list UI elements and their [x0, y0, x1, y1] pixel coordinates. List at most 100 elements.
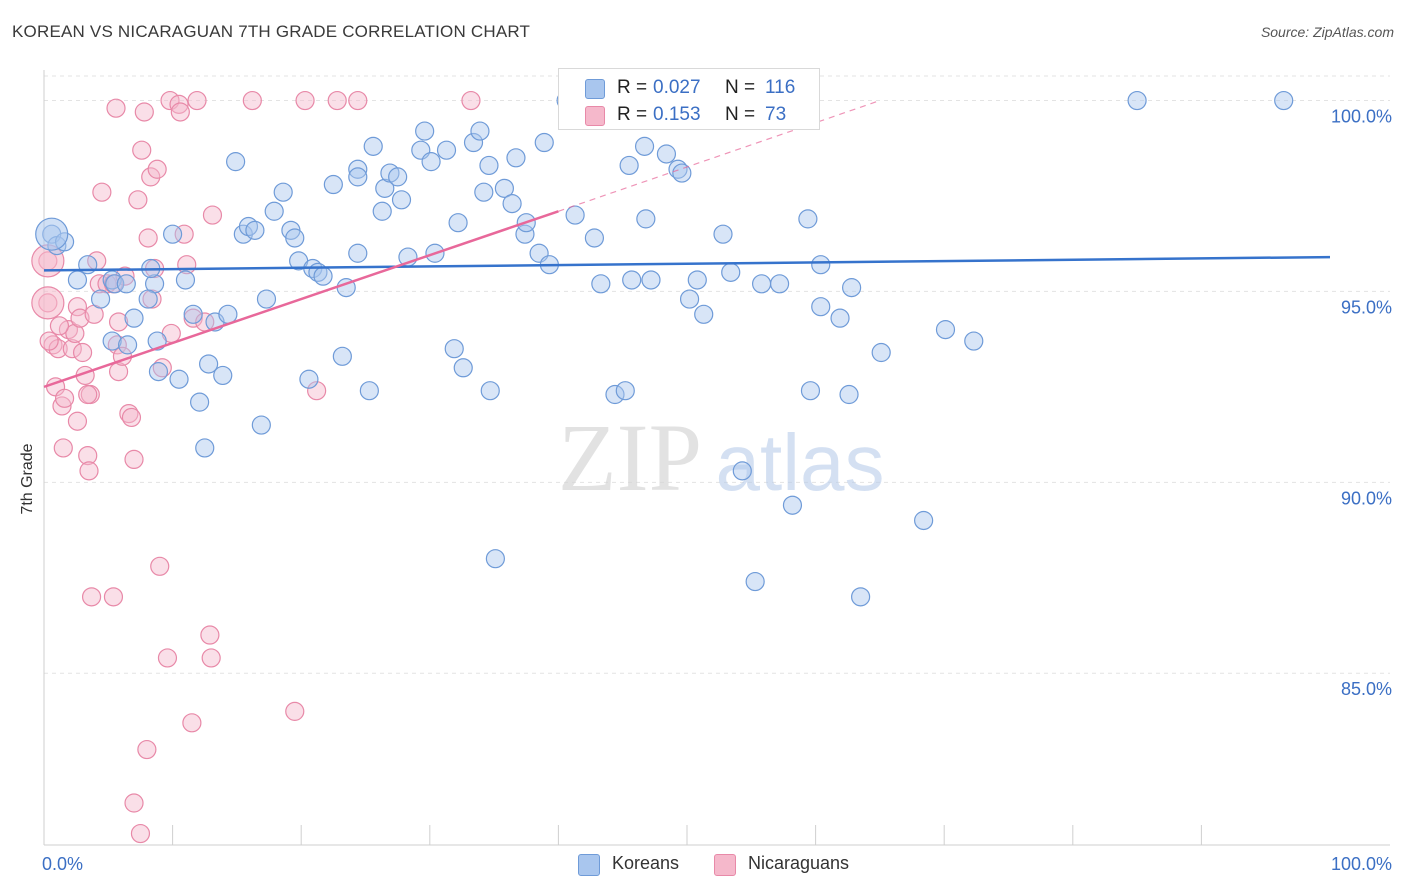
koreans-point [672, 163, 692, 183]
koreans-point [565, 205, 585, 225]
nicaraguans-point [39, 331, 59, 351]
koreans-point [605, 384, 625, 405]
nicaraguans-point [67, 411, 88, 431]
koreans-point [348, 167, 368, 187]
nicaraguans-point [124, 793, 144, 813]
koreans-point [299, 369, 319, 389]
legend-label-koreans: Koreans [612, 853, 680, 873]
koreans-point [388, 167, 408, 187]
nicaraguans-point [79, 461, 99, 481]
koreans-point [148, 362, 169, 382]
nicaraguans-point [137, 739, 157, 760]
nicaraguans-point-large [31, 286, 65, 320]
koreans-point [391, 190, 412, 210]
koreans-point [480, 381, 500, 401]
koreans-point [117, 335, 138, 355]
nicaraguans-point [132, 140, 152, 160]
y-tick-label: 95.0% [1341, 297, 1392, 317]
koreans-point [641, 270, 661, 290]
legend-n-label: N = [725, 104, 756, 125]
koreans-point [811, 297, 831, 317]
koreans-point [800, 381, 821, 401]
koreans-point [732, 461, 752, 481]
nicaraguans-point [124, 449, 144, 470]
y-tick-label: 85.0% [1341, 679, 1392, 699]
koreans-point [622, 270, 642, 290]
koreans-point [436, 140, 457, 160]
koreans-point [679, 289, 700, 309]
nicaraguans-point [106, 98, 126, 118]
nicaraguans-point [72, 342, 93, 363]
gridlines [44, 75, 1390, 674]
koreans-point [363, 136, 383, 156]
koreans-point [463, 132, 484, 153]
koreans-point [479, 155, 499, 176]
koreans-point [534, 132, 554, 153]
nicaraguans-point [187, 90, 207, 111]
koreans-point [444, 339, 464, 359]
koreans-point [163, 224, 183, 244]
koreans-point [506, 148, 526, 168]
koreans-point [502, 194, 522, 214]
watermark-zip: ZIP [558, 404, 702, 511]
koreans-point [138, 289, 158, 309]
legend-swatch-koreans [585, 79, 605, 99]
koreans-point [619, 155, 639, 176]
nicaraguans-point [285, 701, 305, 721]
koreans-point [183, 304, 203, 324]
koreans-point [842, 278, 862, 298]
koreans-point [1274, 90, 1294, 111]
nicaraguans-point [202, 205, 223, 225]
koreans-point [332, 346, 352, 366]
koreans-point [415, 121, 435, 141]
koreans-point [273, 182, 293, 202]
legend-swatch-nicaraguans [714, 854, 736, 876]
koreans-point [914, 510, 934, 531]
nicaraguans-point [115, 266, 135, 286]
koreans-point [453, 358, 473, 378]
legend-n-label: N = [725, 77, 756, 98]
koreans-point [105, 274, 125, 294]
legend-swatch-koreans [578, 854, 600, 876]
koreans-point [745, 571, 765, 592]
koreans-point [474, 182, 494, 202]
koreans-point [871, 342, 891, 363]
koreans-point [116, 274, 136, 294]
nicaraguans-point [200, 625, 220, 645]
koreans-point [485, 549, 505, 569]
koreans-point [264, 201, 284, 221]
nicaraguans-point [327, 90, 347, 111]
nicaraguans-point [141, 167, 161, 187]
koreans-point [251, 415, 271, 435]
koreans-point [634, 136, 655, 156]
legend-r-value: 0.027 [653, 77, 701, 98]
nicaraguans-point [138, 228, 158, 248]
nicaraguans-point [81, 587, 102, 607]
koreans-point [199, 354, 219, 374]
source-label: Source: ZipAtlas.com [1260, 24, 1394, 40]
nicaraguans-point [70, 308, 90, 328]
koreans-point [751, 274, 772, 294]
nicaraguans-points [31, 90, 481, 844]
nicaraguans-point [89, 274, 109, 294]
koreans-point [175, 270, 196, 290]
koreans-point [372, 201, 392, 221]
nicaraguans-point [78, 384, 98, 405]
nicaraguans-point [169, 94, 189, 114]
trend-lines [43, 99, 1331, 389]
koreans-point [839, 384, 859, 405]
koreans-point [256, 289, 277, 309]
axes [43, 70, 1390, 846]
koreans-point-large [35, 217, 69, 251]
legend-n-value: 116 [765, 77, 796, 98]
koreans-point [811, 255, 831, 275]
nicaraguans-point [92, 182, 112, 202]
nicaraguans-point [150, 556, 170, 576]
nicaraguans-trend-extension [558, 99, 881, 212]
nicaraguans-point [461, 90, 481, 111]
koreans-point [798, 209, 818, 229]
koreans-point [245, 220, 265, 240]
koreans-point [226, 152, 246, 172]
stats-legend: R = 0.027 N = 116 R = 0.153 N = 73 [558, 68, 820, 130]
koreans-point [195, 438, 215, 458]
